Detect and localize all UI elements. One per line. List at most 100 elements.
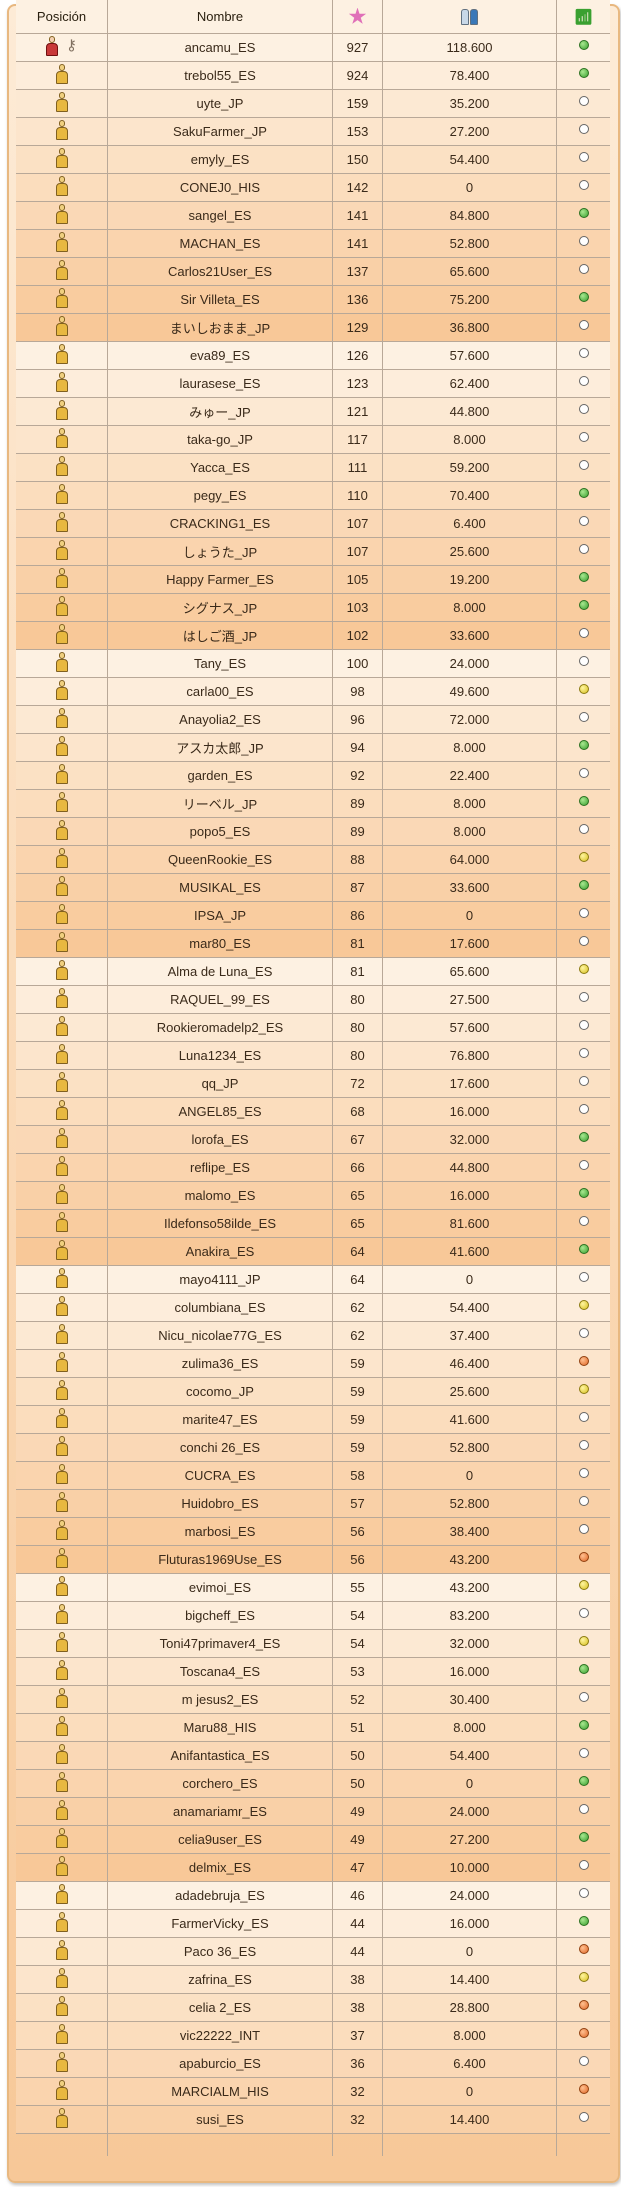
player-name[interactable]: bigcheff_ES [108,1602,333,1629]
table-row[interactable]: Tany_ES 100 24.000 [16,650,610,678]
player-name[interactable]: Maru88_HIS [108,1714,333,1741]
table-row[interactable]: CUCRA_ES 58 0 [16,1462,610,1490]
table-row[interactable]: はしご酒_JP 102 33.600 [16,622,610,650]
header-online[interactable]: 📶︎ [557,0,610,33]
table-row[interactable]: シグナス_JP 103 8.000 [16,594,610,622]
player-name[interactable]: Anayolia2_ES [108,706,333,733]
player-name[interactable]: まいしおまま_JP [108,314,333,341]
header-level[interactable] [333,0,383,33]
table-row[interactable]: まいしおまま_JP 129 36.800 [16,314,610,342]
player-name[interactable]: Fluturas1969Use_ES [108,1546,333,1573]
player-name[interactable]: Rookieromadelp2_ES [108,1014,333,1041]
player-name[interactable]: susi_ES [108,2106,333,2133]
player-name[interactable]: anamariamr_ES [108,1798,333,1825]
table-row[interactable]: evimoi_ES 55 43.200 [16,1574,610,1602]
player-name[interactable]: delmix_ES [108,1854,333,1881]
header-position[interactable]: Posición [16,0,108,33]
player-name[interactable]: Anifantastica_ES [108,1742,333,1769]
table-row[interactable]: MACHAN_ES 141 52.800 [16,230,610,258]
player-name[interactable]: リーベル_JP [108,790,333,817]
player-name[interactable]: Sir Villeta_ES [108,286,333,313]
table-row[interactable]: Luna1234_ES 80 76.800 [16,1042,610,1070]
table-row[interactable]: IPSA_JP 86 0 [16,902,610,930]
table-row[interactable]: uyte_JP 159 35.200 [16,90,610,118]
player-name[interactable]: vic22222_INT [108,2022,333,2049]
table-row[interactable]: MARCIALM_HIS 32 0 [16,2078,610,2106]
player-name[interactable]: Alma de Luna_ES [108,958,333,985]
table-row[interactable]: malomo_ES 65 16.000 [16,1182,610,1210]
table-row[interactable]: columbiana_ES 62 54.400 [16,1294,610,1322]
player-name[interactable]: ANGEL85_ES [108,1098,333,1125]
table-row[interactable]: susi_ES 32 14.400 [16,2106,610,2134]
table-row[interactable]: アスカ太郎_JP 94 8.000 [16,734,610,762]
player-name[interactable]: celia 2_ES [108,1994,333,2021]
table-row[interactable]: mayo4111_JP 64 0 [16,1266,610,1294]
table-row[interactable]: carla00_ES 98 49.600 [16,678,610,706]
player-name[interactable]: mayo4111_JP [108,1266,333,1293]
player-name[interactable]: Happy Farmer_ES [108,566,333,593]
player-name[interactable]: pegy_ES [108,482,333,509]
player-name[interactable]: アスカ太郎_JP [108,734,333,761]
table-row[interactable]: MUSIKAL_ES 87 33.600 [16,874,610,902]
table-row[interactable]: CRACKING1_ES 107 6.400 [16,510,610,538]
table-row[interactable]: Paco 36_ES 44 0 [16,1938,610,1966]
table-row[interactable]: ⚷ ancamu_ES 927 118.600 [16,34,610,62]
player-name[interactable]: trebol55_ES [108,62,333,89]
table-row[interactable]: RAQUEL_99_ES 80 27.500 [16,986,610,1014]
player-name[interactable]: zulima36_ES [108,1350,333,1377]
table-row[interactable]: conchi 26_ES 59 52.800 [16,1434,610,1462]
player-name[interactable]: columbiana_ES [108,1294,333,1321]
table-row[interactable]: CONEJ0_HIS 142 0 [16,174,610,202]
table-row[interactable]: Ildefonso58ilde_ES 65 81.600 [16,1210,610,1238]
player-name[interactable]: IPSA_JP [108,902,333,929]
player-name[interactable]: Carlos21User_ES [108,258,333,285]
table-row[interactable]: taka-go_JP 117 8.000 [16,426,610,454]
table-row[interactable]: Anakira_ES 64 41.600 [16,1238,610,1266]
table-row[interactable]: garden_ES 92 22.400 [16,762,610,790]
table-row[interactable]: pegy_ES 110 70.400 [16,482,610,510]
player-name[interactable]: laurasese_ES [108,370,333,397]
player-name[interactable]: RAQUEL_99_ES [108,986,333,1013]
table-row[interactable]: Carlos21User_ES 137 65.600 [16,258,610,286]
table-row[interactable]: vic22222_INT 37 8.000 [16,2022,610,2050]
table-row[interactable]: bigcheff_ES 54 83.200 [16,1602,610,1630]
player-name[interactable]: SakuFarmer_JP [108,118,333,145]
table-row[interactable]: marite47_ES 59 41.600 [16,1406,610,1434]
table-row[interactable]: mar80_ES 81 17.600 [16,930,610,958]
table-row[interactable]: cocomo_JP 59 25.600 [16,1378,610,1406]
table-row[interactable]: Alma de Luna_ES 81 65.600 [16,958,610,986]
table-row[interactable]: reflipe_ES 66 44.800 [16,1154,610,1182]
player-name[interactable]: marbosi_ES [108,1518,333,1545]
table-row[interactable]: Anifantastica_ES 50 54.400 [16,1742,610,1770]
player-name[interactable]: Toscana4_ES [108,1658,333,1685]
player-name[interactable]: Paco 36_ES [108,1938,333,1965]
player-name[interactable]: uyte_JP [108,90,333,117]
table-row[interactable]: delmix_ES 47 10.000 [16,1854,610,1882]
table-row[interactable]: しょうた_JP 107 25.600 [16,538,610,566]
table-row[interactable]: Maru88_HIS 51 8.000 [16,1714,610,1742]
player-name[interactable]: celia9user_ES [108,1826,333,1853]
table-row[interactable]: ANGEL85_ES 68 16.000 [16,1098,610,1126]
table-row[interactable]: celia 2_ES 38 28.800 [16,1994,610,2022]
table-row[interactable]: Happy Farmer_ES 105 19.200 [16,566,610,594]
table-row[interactable]: m jesus2_ES 52 30.400 [16,1686,610,1714]
player-name[interactable]: taka-go_JP [108,426,333,453]
table-row[interactable]: emyly_ES 150 54.400 [16,146,610,174]
player-name[interactable]: apaburcio_ES [108,2050,333,2077]
table-row[interactable]: lorofa_ES 67 32.000 [16,1126,610,1154]
player-name[interactable]: cocomo_JP [108,1378,333,1405]
player-name[interactable]: Nicu_nicolae77G_ES [108,1322,333,1349]
table-row[interactable]: Yacca_ES 111 59.200 [16,454,610,482]
player-name[interactable]: marite47_ES [108,1406,333,1433]
table-row[interactable]: eva89_ES 126 57.600 [16,342,610,370]
player-name[interactable]: eva89_ES [108,342,333,369]
player-name[interactable]: CONEJ0_HIS [108,174,333,201]
player-name[interactable]: mar80_ES [108,930,333,957]
table-row[interactable]: SakuFarmer_JP 153 27.200 [16,118,610,146]
player-name[interactable]: QueenRookie_ES [108,846,333,873]
table-row[interactable]: Rookieromadelp2_ES 80 57.600 [16,1014,610,1042]
player-name[interactable]: はしご酒_JP [108,622,333,649]
player-name[interactable]: FarmerVicky_ES [108,1910,333,1937]
player-name[interactable]: emyly_ES [108,146,333,173]
player-name[interactable]: MARCIALM_HIS [108,2078,333,2105]
